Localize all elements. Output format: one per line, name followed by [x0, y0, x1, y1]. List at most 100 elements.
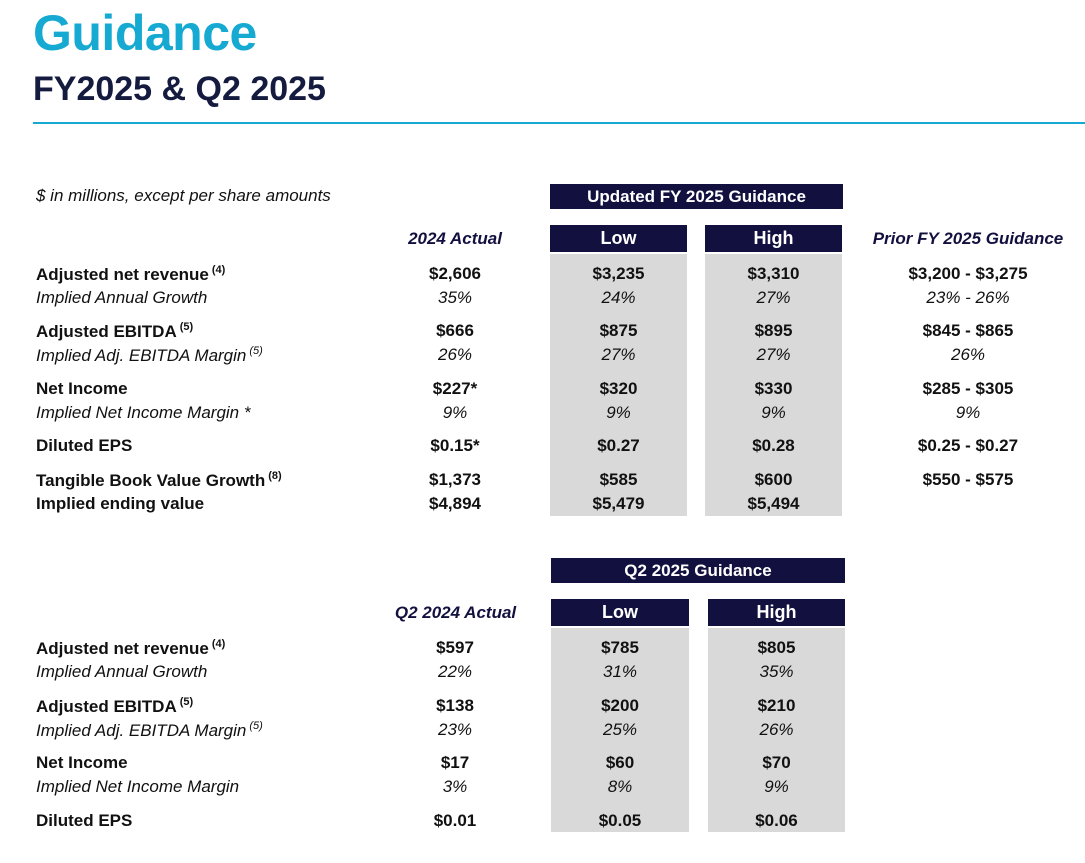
cell-high: 26%	[759, 720, 794, 739]
footnote-marker: (5)	[179, 321, 194, 333]
footnote-marker: (5)	[179, 696, 194, 708]
row-label: Diluted EPS	[36, 811, 132, 831]
fy-prior-column-header: Prior FY 2025 Guidance	[872, 229, 1064, 248]
page-title: Guidance	[33, 5, 257, 61]
row-label: Tangible Book Value Growth (8)	[36, 470, 282, 491]
row-label-text: Implied Net Income Margin *	[36, 403, 251, 422]
cell-high: $600	[754, 470, 793, 489]
row-label: Net Income	[36, 379, 128, 399]
cell-low: 24%	[601, 288, 636, 307]
footnote-marker: (5)	[249, 345, 263, 357]
fy-actual-column-header: 2024 Actual	[408, 229, 502, 248]
q2-guidance-group-header: Q2 2025 Guidance	[551, 558, 845, 583]
row-label-text: Implied Annual Growth	[36, 662, 208, 681]
cell-prior: $285 - $305	[922, 379, 1014, 398]
footnote-marker: (4)	[211, 638, 226, 650]
cell-actual: $138	[436, 696, 474, 715]
cell-actual: $4,894	[429, 494, 481, 513]
row-label: Implied Net Income Margin *	[36, 403, 250, 423]
cell-low: $60	[605, 753, 635, 772]
cell-low: 27%	[601, 345, 636, 364]
cell-low: 25%	[602, 720, 638, 739]
row-label: Adjusted net revenue (4)	[36, 638, 225, 659]
row-label: Adjusted net revenue (4)	[36, 264, 225, 285]
row-label-text: Adjusted net revenue	[36, 639, 209, 658]
cell-actual: 23%	[437, 720, 473, 739]
cell-actual: 22%	[437, 662, 473, 681]
row-label-text: Net Income	[36, 379, 128, 398]
cell-low: $0.05	[598, 811, 642, 830]
row-label-text: Adjusted EBITDA	[36, 322, 177, 341]
fy-high-column-shade	[705, 254, 842, 516]
cell-low: 9%	[606, 403, 631, 422]
row-label-text: Tangible Book Value Growth	[36, 471, 266, 490]
cell-low: 31%	[602, 662, 638, 681]
cell-actual: 9%	[442, 403, 468, 422]
cell-actual: $17	[440, 753, 470, 772]
footnote-marker: (8)	[268, 470, 282, 482]
cell-low: $585	[599, 470, 638, 489]
fy-low-column-header: Low	[550, 225, 687, 252]
cell-high: 27%	[756, 288, 791, 307]
cell-actual: $0.01	[433, 811, 477, 830]
cell-actual: $2,606	[429, 264, 481, 283]
q2-high-column-shade	[708, 628, 845, 832]
cell-low: $3,235	[592, 264, 645, 283]
row-label: Implied Adj. EBITDA Margin (5)	[36, 345, 263, 366]
cell-high: $805	[757, 638, 796, 657]
row-label: Adjusted EBITDA (5)	[36, 321, 193, 342]
row-label-text: Adjusted net revenue	[36, 265, 209, 284]
cell-actual: $597	[436, 638, 474, 657]
q2-low-column-header: Low	[551, 599, 689, 626]
cell-actual: $1,373	[429, 470, 481, 489]
cell-high: 35%	[759, 662, 794, 681]
cell-prior: $550 - $575	[922, 470, 1014, 489]
q2-actual-column-header: Q2 2024 Actual	[394, 603, 517, 622]
cell-high: $210	[757, 696, 796, 715]
cell-high: 9%	[764, 777, 789, 796]
cell-high: $0.06	[755, 811, 798, 830]
page-subtitle: FY2025 & Q2 2025	[33, 70, 326, 108]
fy-low-column-shade	[550, 254, 687, 516]
row-label-text: Implied Adj. EBITDA Margin	[36, 346, 247, 365]
q2-high-column-header: High	[708, 599, 845, 626]
cell-low: 8%	[607, 777, 633, 796]
cell-high: 9%	[761, 403, 786, 422]
row-label: Implied Net Income Margin	[36, 777, 239, 797]
cell-prior: 26%	[950, 345, 986, 364]
cell-low: $875	[599, 321, 638, 340]
footnote-marker: (5)	[249, 720, 263, 732]
footnote-marker: (4)	[211, 264, 226, 276]
title-divider	[33, 122, 1085, 124]
row-label: Implied Adj. EBITDA Margin (5)	[36, 720, 263, 741]
cell-actual: 3%	[442, 777, 468, 796]
cell-high: $895	[754, 321, 793, 340]
row-label-text: Diluted EPS	[36, 811, 133, 830]
row-label-text: Implied ending value	[36, 494, 205, 513]
row-label-text: Diluted EPS	[36, 436, 133, 455]
cell-prior: $0.25 - $0.27	[917, 436, 1019, 455]
cell-prior: 23% - 26%	[926, 288, 1010, 307]
units-note: $ in millions, except per share amounts	[36, 186, 331, 205]
cell-actual: 35%	[437, 288, 473, 307]
row-label: Adjusted EBITDA (5)	[36, 696, 193, 717]
row-label-text: Implied Net Income Margin	[36, 777, 240, 796]
cell-high: $0.28	[752, 436, 795, 455]
cell-prior: $845 - $865	[922, 321, 1014, 340]
cell-actual: 26%	[437, 345, 473, 364]
cell-prior: $3,200 - $3,275	[908, 264, 1028, 283]
row-label: Net Income	[36, 753, 128, 773]
row-label-text: Implied Adj. EBITDA Margin	[36, 721, 247, 740]
row-label: Implied ending value	[36, 494, 204, 514]
cell-prior: 9%	[955, 403, 981, 422]
cell-low: $320	[599, 379, 638, 398]
cell-actual: $227*	[432, 379, 478, 398]
row-label: Diluted EPS	[36, 436, 132, 456]
fy-guidance-group-header: Updated FY 2025 Guidance	[550, 184, 843, 209]
row-label-text: Net Income	[36, 753, 128, 772]
cell-low: $785	[601, 638, 639, 657]
cell-actual: $0.15*	[430, 436, 480, 455]
cell-actual: $666	[436, 321, 474, 340]
row-label: Implied Annual Growth	[36, 288, 207, 308]
cell-high: $70	[762, 753, 791, 772]
